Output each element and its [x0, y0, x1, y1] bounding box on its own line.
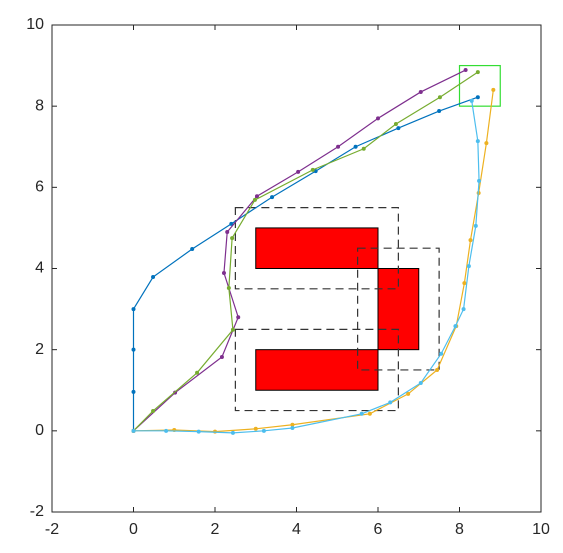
waypoint	[229, 221, 234, 226]
waypoint	[435, 367, 440, 372]
waypoint	[359, 411, 364, 416]
waypoint	[466, 264, 471, 269]
waypoint	[190, 247, 195, 252]
waypoint	[131, 428, 136, 433]
waypoint	[151, 275, 156, 280]
x-tick-label: 10	[532, 521, 550, 538]
x-tick-label: 4	[292, 521, 301, 538]
waypoint	[252, 197, 257, 202]
waypoint	[290, 422, 295, 427]
waypoint	[388, 400, 393, 405]
waypoint	[219, 354, 224, 359]
waypoint	[473, 223, 478, 228]
waypoint	[418, 89, 423, 94]
waypoint	[196, 429, 201, 434]
waypoint	[290, 425, 295, 430]
y-tick-label: 10	[26, 16, 44, 33]
x-tick-label: 0	[129, 521, 138, 538]
waypoint	[230, 327, 235, 332]
waypoint	[226, 285, 231, 290]
waypoint	[261, 428, 266, 433]
waypoint	[437, 95, 442, 100]
waypoint	[475, 95, 480, 100]
waypoint	[475, 139, 480, 144]
waypoint	[453, 324, 458, 329]
waypoint	[336, 144, 341, 149]
waypoint	[463, 68, 468, 73]
y-tick-label: 4	[35, 260, 44, 277]
trajectory	[133, 71, 479, 432]
waypoint	[254, 194, 259, 199]
waypoint	[230, 430, 235, 435]
x-tick-label: 2	[211, 521, 220, 538]
waypoint	[221, 270, 226, 275]
waypoint	[437, 109, 442, 114]
waypoint	[406, 391, 411, 396]
waypoint	[393, 122, 398, 127]
waypoint	[131, 307, 136, 312]
waypoint	[353, 144, 358, 149]
y-tick-label: 2	[35, 341, 44, 358]
x-tick-label: 8	[455, 521, 464, 538]
safety-zone	[234, 328, 399, 412]
waypoint	[270, 195, 275, 200]
waypoint	[230, 236, 235, 241]
waypoint	[296, 169, 301, 174]
x-tick-label: 6	[374, 521, 383, 538]
waypoint	[367, 411, 372, 416]
waypoint	[376, 116, 380, 121]
goal-region	[458, 64, 501, 107]
waypoint	[461, 307, 466, 312]
x-tick-label: -2	[45, 521, 59, 538]
y-tick-label: 0	[35, 422, 44, 439]
waypoint	[164, 428, 169, 433]
waypoint	[361, 146, 366, 151]
safety-zone	[234, 207, 399, 290]
waypoint	[439, 351, 444, 356]
y-tick-label: 8	[35, 97, 44, 114]
waypoint	[477, 178, 482, 183]
waypoint	[491, 87, 496, 92]
waypoint	[151, 408, 156, 413]
y-tick-label: 6	[35, 179, 44, 196]
safety-zone	[357, 247, 440, 371]
waypoint	[195, 370, 200, 375]
waypoint	[310, 167, 315, 172]
waypoint	[236, 315, 241, 320]
waypoint	[131, 347, 136, 352]
obstacle	[255, 349, 379, 391]
waypoint	[462, 281, 467, 286]
waypoint	[253, 426, 258, 431]
waypoint	[475, 70, 480, 75]
waypoint	[484, 141, 489, 146]
waypoint	[418, 380, 423, 385]
y-tick-label: -2	[30, 503, 44, 520]
waypoint	[468, 238, 473, 243]
waypoint	[225, 229, 230, 234]
waypoint	[131, 389, 136, 394]
waypoint	[396, 126, 401, 131]
trajectory	[133, 69, 466, 432]
waypoint	[469, 98, 474, 103]
